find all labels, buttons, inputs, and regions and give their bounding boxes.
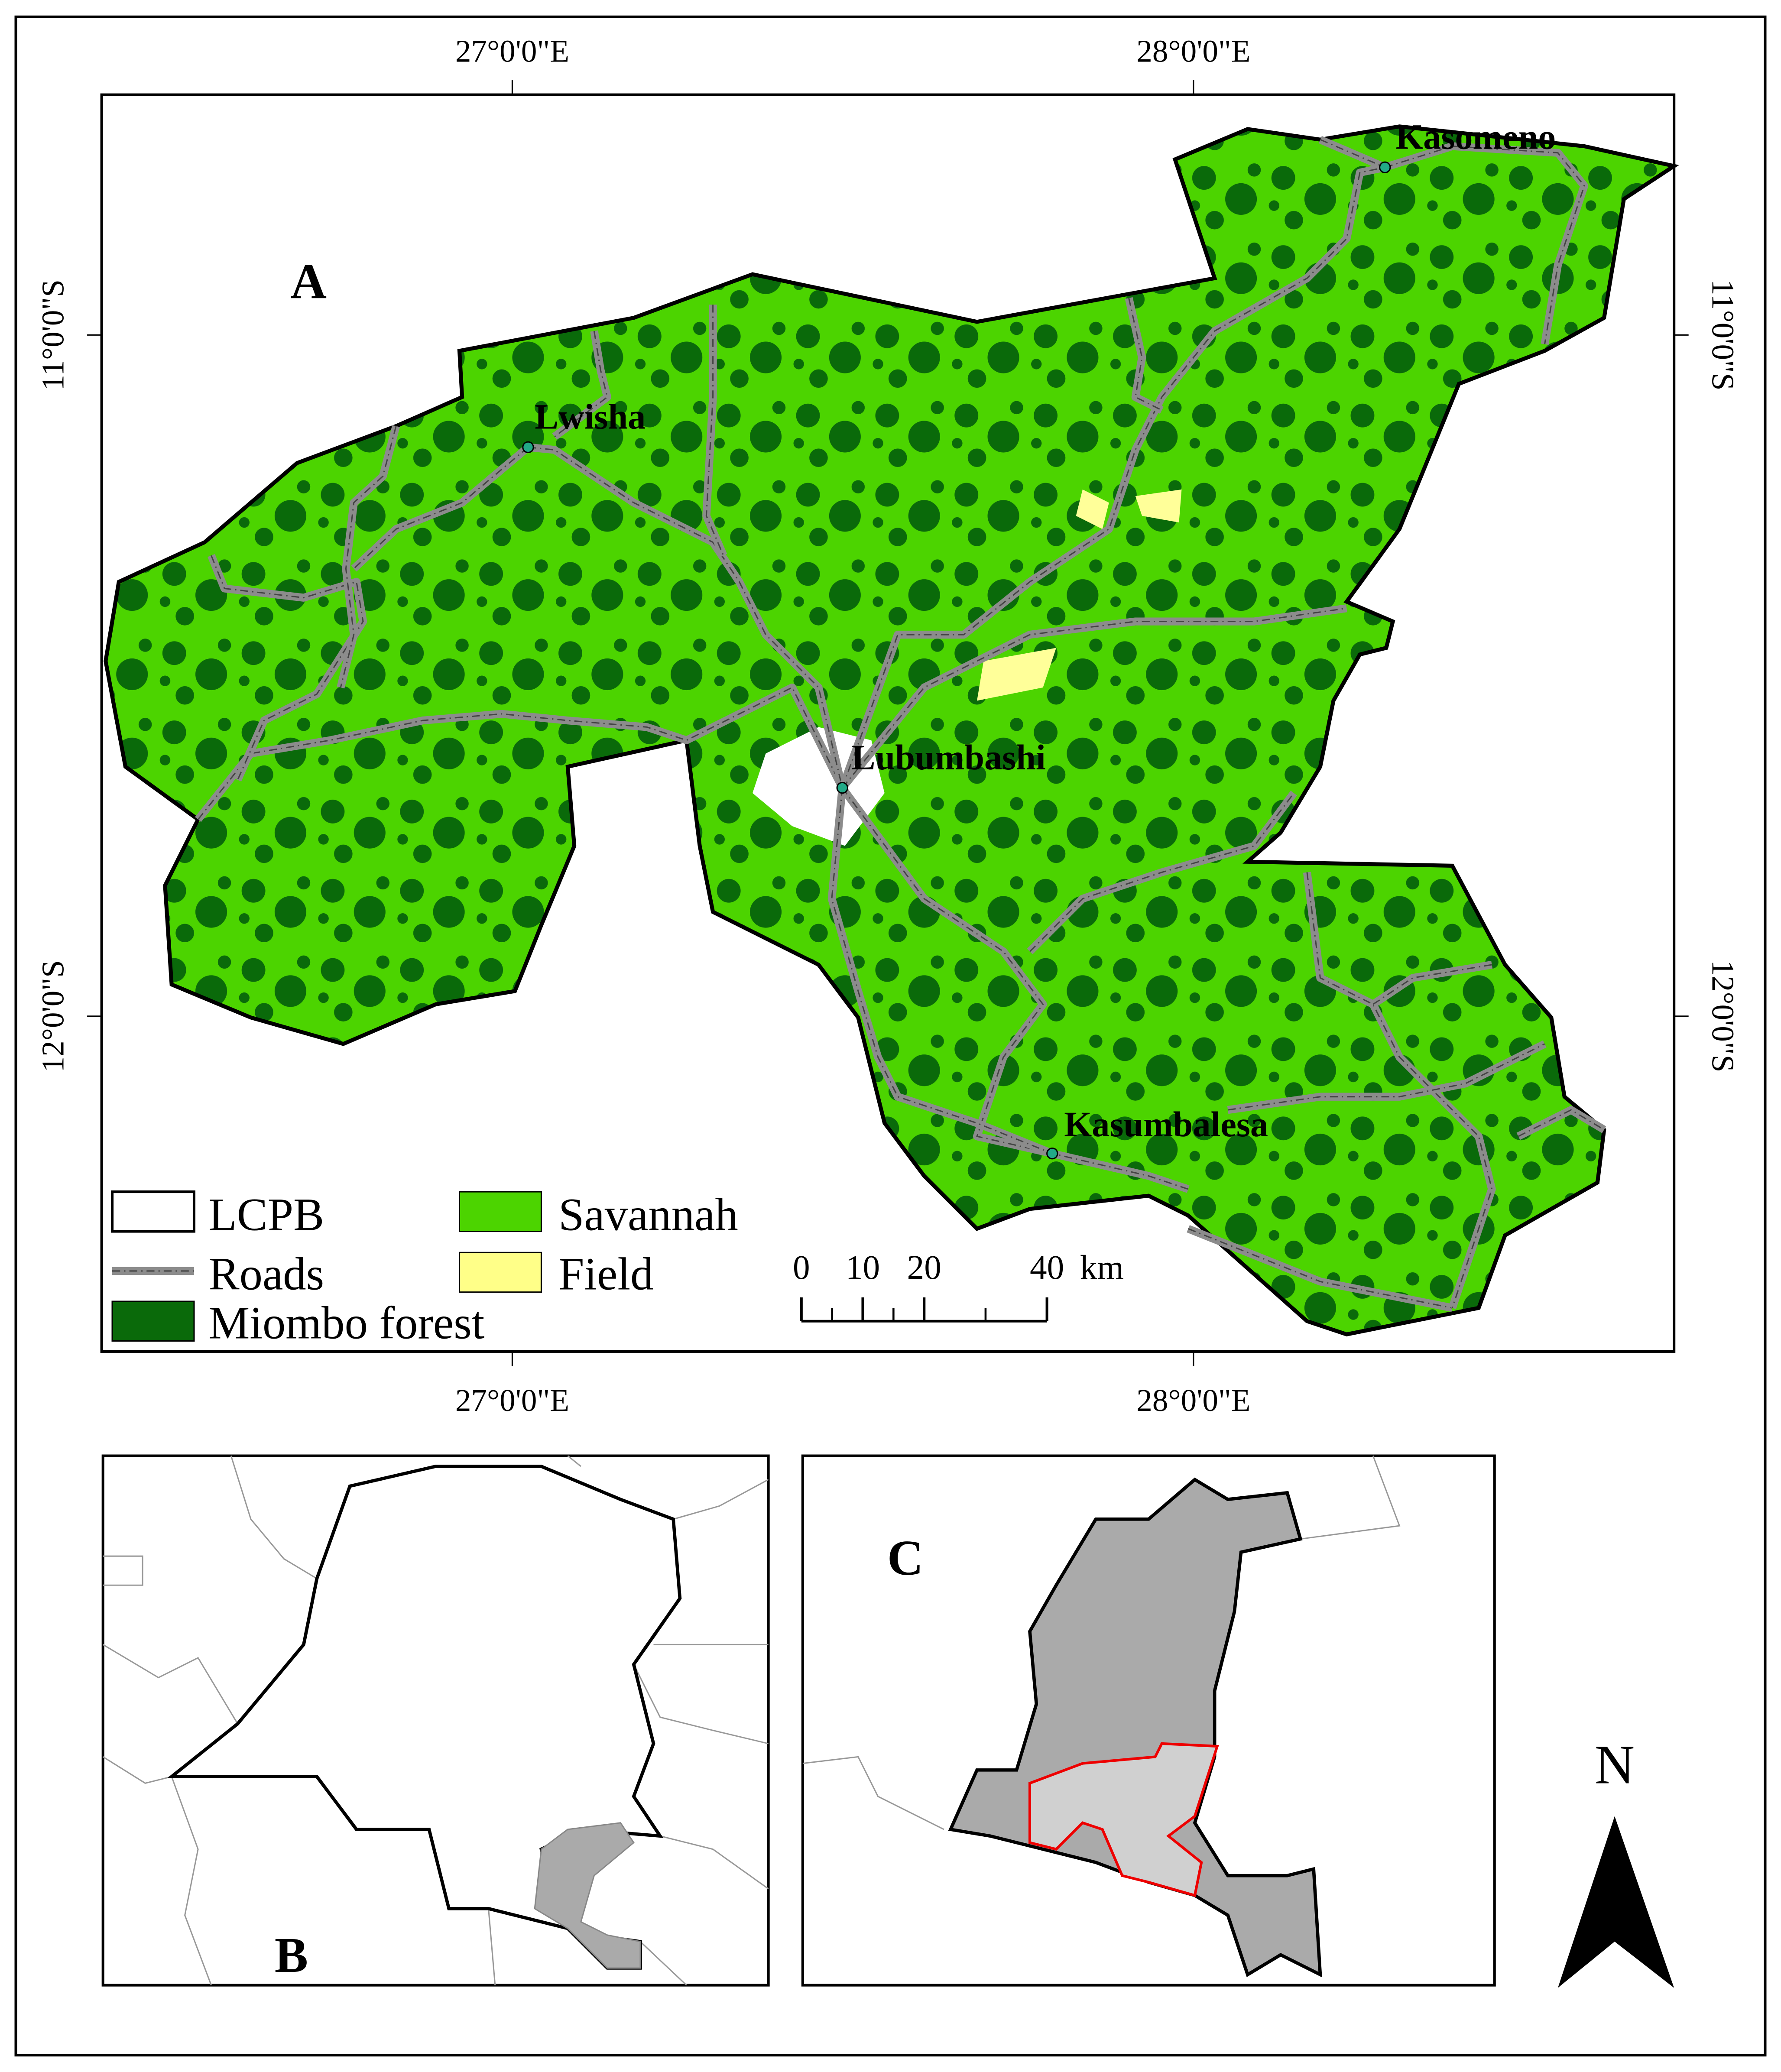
legend-label: Savannah <box>558 1189 738 1240</box>
place-label: Lwisha <box>535 397 646 437</box>
legend-label: LCPB <box>208 1189 324 1240</box>
neighbor-borders <box>102 1455 769 1986</box>
road-center <box>1385 145 1585 344</box>
field-patch <box>1076 489 1109 529</box>
panel-label: A <box>290 254 327 309</box>
field-patch <box>1135 489 1182 523</box>
north-arrow-shape <box>1557 1816 1674 1988</box>
place-dot <box>522 441 534 454</box>
north-arrow: N <box>1557 1734 1674 1988</box>
road-center <box>528 446 843 788</box>
study-area <box>1028 1742 1219 1897</box>
road-center <box>1188 1228 1453 1309</box>
map-b: B <box>101 1454 770 1987</box>
legend-label: Miombo forest <box>208 1297 484 1349</box>
graticule-label: 27°0'0"E <box>455 1383 569 1418</box>
legend-swatch <box>458 1252 542 1293</box>
scale-label: 40 <box>1030 1248 1064 1287</box>
road-center <box>1320 139 1385 168</box>
place-dot <box>836 781 848 794</box>
north-label: N <box>1595 1734 1635 1795</box>
scale-label: 0 <box>793 1248 810 1287</box>
road-center <box>554 331 608 438</box>
scale-unit: km <box>1080 1248 1124 1287</box>
scale-label: 10 <box>846 1248 880 1287</box>
place-dot <box>1379 161 1391 173</box>
graticule-label: 11°0'0"S <box>1706 279 1741 390</box>
road <box>1371 960 1493 1008</box>
road-center <box>705 305 724 556</box>
panel-label: B <box>275 1928 308 1983</box>
road-center <box>197 686 843 820</box>
legend-swatch <box>111 1300 195 1342</box>
road-center <box>842 607 1347 788</box>
legend-swatch <box>458 1191 542 1232</box>
neighbor-borders <box>802 1456 1401 1830</box>
graticule-label: 28°0'0"E <box>1136 33 1250 68</box>
road-center <box>841 166 1385 788</box>
road-center <box>842 787 1053 1154</box>
graticule-label: 28°0'0"E <box>1136 1383 1250 1418</box>
place-dot <box>1046 1148 1058 1160</box>
legend-label: Field <box>558 1249 653 1300</box>
graticule-label: 12°0'0"S <box>1706 960 1741 1072</box>
panel-label: C <box>887 1530 924 1586</box>
region-highlight <box>534 1822 641 1969</box>
road-center <box>1029 792 1294 952</box>
road-center <box>831 788 1189 1190</box>
map-a: Lwisha Lubumbashi Kasomeno Kasumbalesa A… <box>35 33 1740 1417</box>
road-center <box>1227 1043 1545 1111</box>
road-center <box>1128 298 1162 411</box>
legend-swatch <box>110 1190 196 1233</box>
road-center <box>353 447 529 569</box>
scale-bar: 0 10 20 40 <box>793 1248 1064 1323</box>
map-c: C <box>801 1454 1496 1987</box>
field-patch <box>977 648 1056 701</box>
road-center <box>340 426 397 688</box>
road-center <box>1518 1109 1605 1137</box>
scale-label: 20 <box>907 1248 941 1287</box>
graticule-label: 11°0'0"S <box>35 279 70 390</box>
road-center <box>211 555 364 780</box>
place-label: Kasumbalesa <box>1064 1105 1268 1144</box>
graticule-label: 12°0'0"S <box>35 960 70 1072</box>
place-label: Lubumbashi <box>852 738 1046 777</box>
place-label: Kasomeno <box>1395 117 1556 157</box>
roads <box>195 136 1606 1312</box>
graticule-label: 27°0'0"E <box>455 33 569 68</box>
road-center <box>1306 872 1493 1308</box>
legend-label: Roads <box>208 1249 324 1300</box>
